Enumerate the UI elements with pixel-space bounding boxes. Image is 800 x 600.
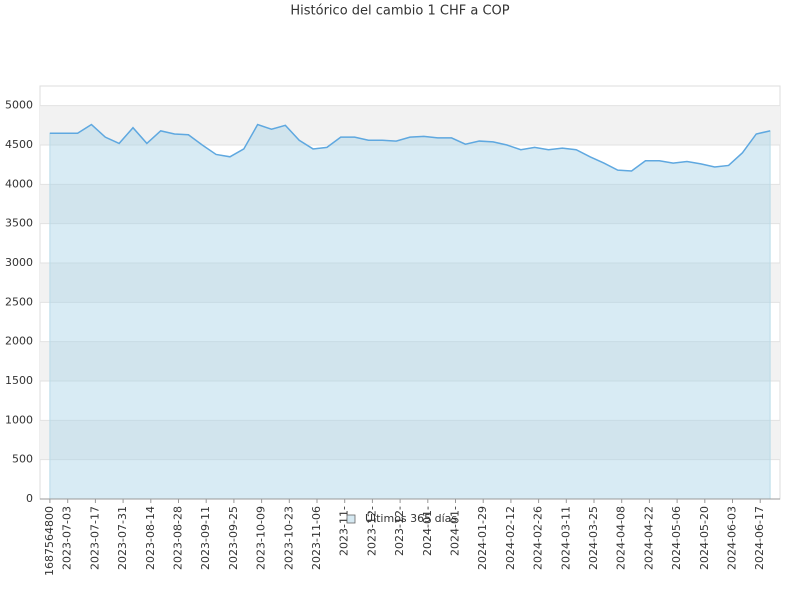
x-tick-label: 2023-11- bbox=[338, 506, 351, 556]
y-tick-label: 2000 bbox=[5, 335, 33, 348]
y-tick-label: 1000 bbox=[5, 413, 33, 426]
y-tick-label: 3500 bbox=[5, 217, 33, 230]
x-tick-label: 2024-01- bbox=[449, 506, 462, 556]
y-tick-label: 4500 bbox=[5, 138, 33, 151]
y-tick-label: 1500 bbox=[5, 374, 33, 387]
chart-title: Histórico del cambio 1 CHF a COP bbox=[290, 4, 509, 19]
grid-band bbox=[40, 263, 780, 303]
x-tick-label: 2024-05-06 bbox=[670, 506, 683, 570]
x-tick-label: 1687564800 bbox=[43, 506, 56, 576]
x-tick-label: 2023-10-23 bbox=[282, 506, 295, 570]
x-tick-label: 2024-02-12 bbox=[504, 506, 517, 570]
grid-band bbox=[40, 420, 780, 460]
y-tick-label: 500 bbox=[12, 453, 33, 466]
x-tick-label: 2023-08-28 bbox=[172, 506, 185, 570]
legend-swatch bbox=[346, 514, 356, 524]
grid-band bbox=[40, 184, 780, 224]
y-tick-label: 4000 bbox=[5, 177, 33, 190]
x-tick-label: 2024-04-22 bbox=[642, 506, 655, 570]
y-tick-label: 3000 bbox=[5, 256, 33, 269]
grid-band bbox=[40, 341, 780, 381]
x-tick-label: 2023-09-25 bbox=[227, 506, 240, 570]
x-tick-label: 2024-04-08 bbox=[615, 506, 628, 570]
x-tick-label: 2023-11-06 bbox=[310, 506, 323, 570]
x-tick-label: 2023-09-11 bbox=[199, 506, 212, 570]
x-tick-label: 2024-05-20 bbox=[698, 506, 711, 570]
x-tick-label: 2023-10-09 bbox=[255, 506, 268, 570]
x-tick-label: 2024-01- bbox=[421, 506, 434, 556]
legend-label: Últimos 365 días bbox=[365, 512, 457, 525]
y-tick-label: 5000 bbox=[5, 99, 33, 112]
area bbox=[49, 123, 771, 500]
x-tick-label: 2024-06-03 bbox=[726, 506, 739, 570]
x-tick-label: 2024-02-26 bbox=[532, 506, 545, 570]
grid-band bbox=[40, 105, 780, 145]
y-tick-label: 2500 bbox=[5, 295, 33, 308]
x-tick-label: 2023-07-03 bbox=[61, 506, 74, 570]
y-tick-label: 0 bbox=[26, 492, 33, 505]
x-tick-label: 2023-07-31 bbox=[116, 506, 129, 570]
x-tick-label: 2023-07-17 bbox=[88, 506, 101, 570]
line bbox=[49, 123, 771, 172]
x-tick-label: 2024-03-25 bbox=[587, 506, 600, 570]
x-tick-label: 2023-08-14 bbox=[144, 506, 157, 570]
x-tick-label: 2024-01-29 bbox=[476, 506, 489, 570]
x-tick-label: 2024-06-17 bbox=[753, 506, 766, 570]
x-tick-label: 2023-12- bbox=[365, 506, 378, 556]
x-tick-label: 2023-12- bbox=[393, 506, 406, 556]
x-tick-label: 2024-03-11 bbox=[559, 506, 572, 570]
